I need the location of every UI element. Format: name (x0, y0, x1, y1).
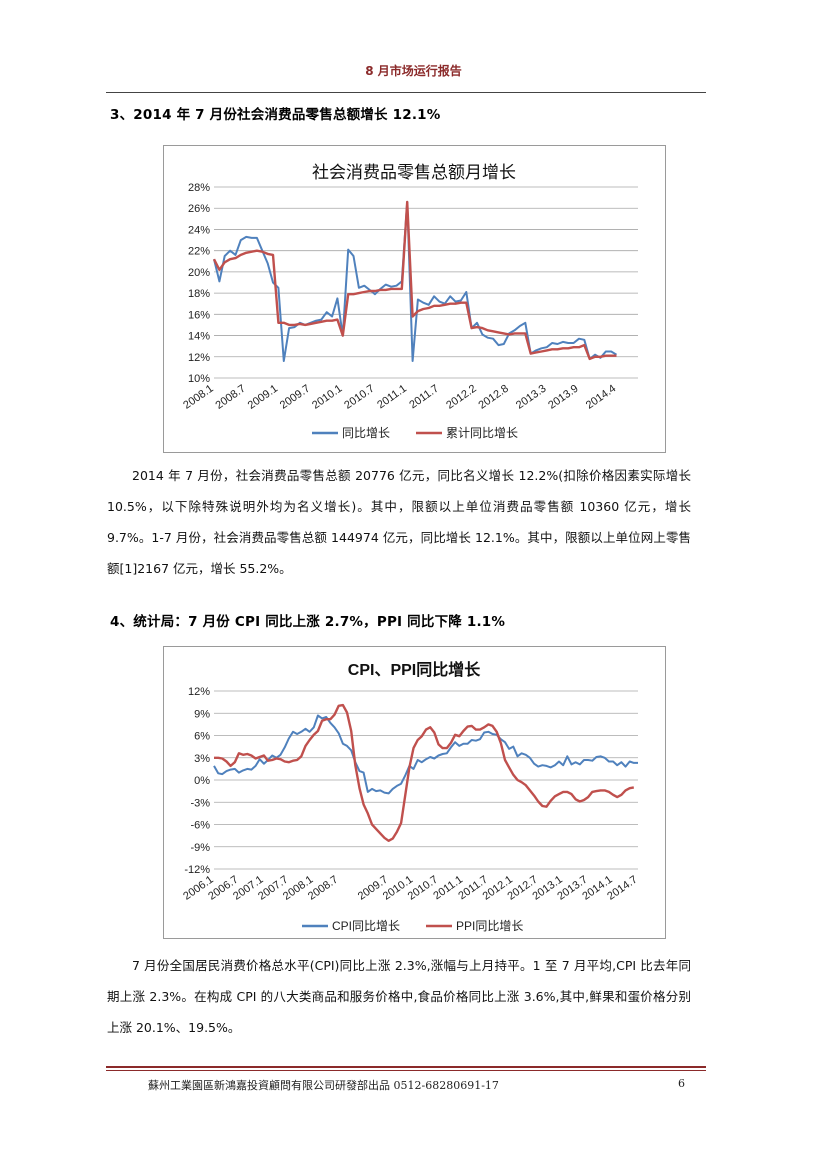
y-tick-label: 12% (188, 352, 210, 364)
header-title: 8 月市场运行报告 (365, 64, 462, 78)
x-tick-label: 2010.7 (342, 383, 376, 412)
legend-label-2: PPI同比增长 (456, 919, 523, 933)
y-tick-label: -9% (190, 842, 210, 854)
y-tick-label: 16% (188, 309, 210, 321)
section-4-title: 4、统计局：7 月份 CPI 同比上涨 2.7%，PPI 同比下降 1.1% (110, 614, 506, 630)
x-tick-label: 2009.7 (278, 383, 312, 412)
legend-label-1: 同比增长 (342, 426, 390, 440)
retail-sales-chart-svg: 社会消费品零售总额月增长 28% 26% 24% 22% 20% 18% 16% 14% 12% 1… (181, 163, 638, 440)
footer-rule-thick (106, 1066, 706, 1068)
series-line-1 (213, 200, 618, 362)
y-tick-label: -6% (190, 820, 210, 832)
y-tick-label: 6% (194, 731, 210, 743)
x-tick-label: 2014.4 (584, 383, 618, 412)
chart-title: CPI、PPI同比增长 (348, 660, 481, 679)
y-tick-label: 20% (188, 267, 210, 279)
y-tick-label: 24% (188, 224, 210, 236)
y-tick-label: 3% (194, 753, 210, 765)
paragraph-cpi: 7 月份全国居民消费价格总水平(CPI)同比上涨 2.3%,涨幅与上月持平。1 … (107, 958, 691, 1035)
x-tick-label: 2012.8 (476, 383, 510, 412)
series-line-2 (212, 200, 617, 361)
paragraph-retail-sales: 2014 年 7 月份，社会消费品零售总额 20776 亿元，同比名义增长 12… (107, 468, 691, 576)
y-tick-label: 26% (188, 203, 210, 215)
y-tick-label: -3% (190, 797, 210, 809)
x-tick-label: 2009.1 (246, 383, 280, 412)
header-rule (106, 92, 706, 93)
footer-rule-thin (106, 1070, 706, 1071)
y-tick-label: 14% (188, 331, 210, 343)
series-line-2 (214, 703, 635, 843)
footer-company-text: 蘇州工業園區新鴻嘉投資顧問有限公司研發部出品 0512-68280691-17 (148, 1079, 499, 1092)
y-tick-label: 10% (188, 373, 210, 385)
legend-label-2: 累计同比增长 (446, 426, 518, 440)
section-3-title: 3、2014 年 7 月份社会消费品零售总额增长 12.1% (110, 107, 441, 123)
y-tick-label: -12% (184, 864, 210, 876)
x-tick-label: 2013.3 (514, 383, 548, 412)
page-number: 6 (678, 1077, 685, 1090)
retail-sales-chart: 社会消费品零售总额月增长 28% 26% 24% 22% 20% 18% 16% 14% 12% 1… (163, 145, 666, 453)
x-tick-label: 2008.1 (181, 383, 215, 412)
x-tick-label: 2012.2 (444, 383, 478, 412)
cpi-ppi-chart-svg: CPI、PPI同比增长12%9%6%3%0%-3%-6%-9%-12%2006.… (181, 660, 639, 933)
x-tick-label: 2011.1 (375, 383, 409, 412)
y-tick-label: 22% (188, 246, 210, 258)
x-tick-label: 2013.9 (546, 383, 580, 412)
series-line-1 (213, 714, 638, 795)
cpi-ppi-chart: CPI、PPI同比增长 12% 9% 6% 3% 0% -3% -6% -9% -12% 2006.… (163, 646, 666, 939)
chart-title: 社会消费品零售总额月增长 (312, 163, 516, 182)
x-tick-label: 2010.1 (310, 383, 344, 412)
x-tick-label: 2011.7 (407, 383, 441, 412)
y-tick-label: 12% (188, 686, 210, 698)
legend-label-1: CPI同比增长 (332, 919, 400, 933)
y-tick-label: 18% (188, 288, 210, 300)
y-tick-label: 9% (194, 708, 210, 720)
x-tick-label: 2008.7 (213, 383, 247, 412)
y-tick-label: 28% (188, 182, 210, 194)
y-tick-label: 0% (194, 775, 210, 787)
